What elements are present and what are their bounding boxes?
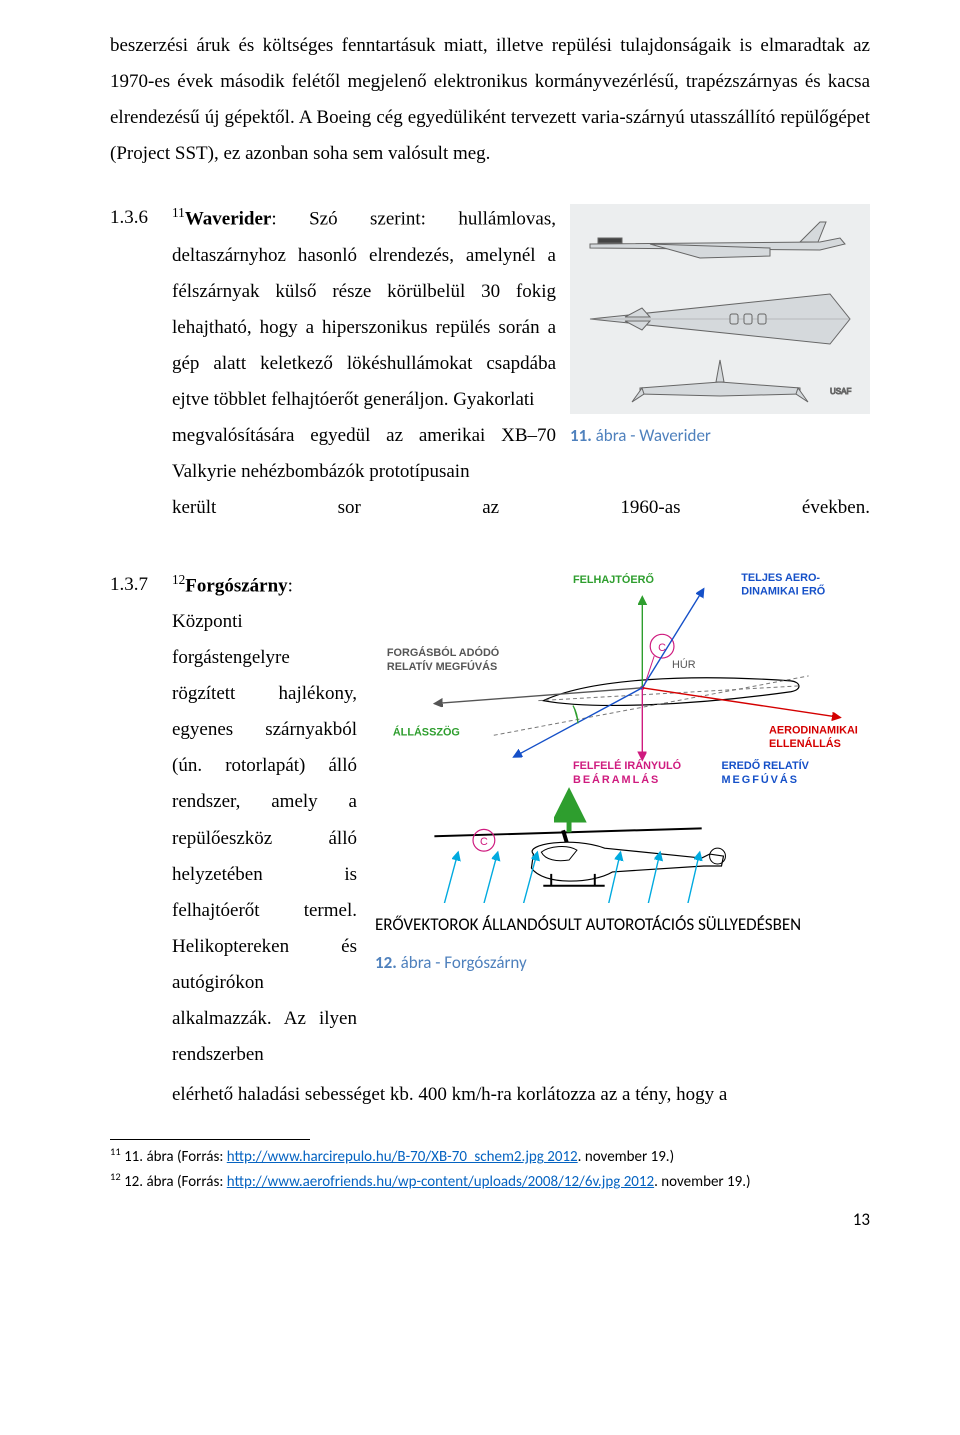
section-1-3-6: 1.3.6 bbox=[110, 200, 870, 526]
fn11-post: . november 19.) bbox=[578, 1148, 674, 1166]
sec136-text: 11Waverider: Szó szerint: hullámlovas, d… bbox=[172, 200, 557, 418]
sec136-under-fig: megvalósítására egyedül az amerikai XB–7… bbox=[172, 418, 557, 490]
sec137-left-column: 12Forgószárny: Központi forgástengelyre … bbox=[172, 567, 357, 1074]
spread-d: 1960-as bbox=[620, 490, 680, 526]
section-number-137: 1.3.7 bbox=[110, 567, 154, 603]
figure-12-caption-text: ábra - Forgószárny bbox=[397, 952, 527, 973]
figure-12-caption: 12. ábra - Forgószárny bbox=[375, 947, 870, 979]
spread-c: az bbox=[482, 490, 499, 526]
waverider-threeview-svg: USAF bbox=[570, 204, 870, 414]
figure-11-caption: 11. ábra - Waverider bbox=[570, 420, 870, 452]
label-eredo1: EREDŐ RELATÍV bbox=[721, 759, 809, 772]
sec136-spread-line: került sor az 1960-as években. bbox=[172, 490, 870, 526]
label-forg1: FORGÁSBÓL ADÓDÓ bbox=[387, 646, 499, 659]
sec137-tail: elérhető haladási sebességet kb. 400 km/… bbox=[172, 1077, 870, 1113]
section-1-3-7: 1.3.7 12Forgószárny: Központi forgásteng… bbox=[110, 567, 870, 1074]
label-hur: HÚR bbox=[672, 658, 696, 671]
fn12-post: . november 19.) bbox=[654, 1173, 750, 1191]
svg-text:USAF: USAF bbox=[830, 387, 851, 396]
label-aero2: ELLENÁLLÁS bbox=[769, 737, 841, 750]
fn12-pre: 12. ábra (Forrás: bbox=[124, 1173, 227, 1191]
term-forgoszarny: Forgószárny bbox=[185, 575, 287, 596]
term-waverider: Waverider bbox=[185, 209, 272, 230]
label-eredo2: MEGFÚVÁS bbox=[721, 772, 798, 785]
page-number: 13 bbox=[110, 1204, 870, 1236]
figure-11-caption-text: ábra - Waverider bbox=[592, 425, 711, 446]
footnote-ref-12: 12 bbox=[172, 572, 185, 587]
fn12-link[interactable]: http://www.aerofriends.hu/wp-content/upl… bbox=[227, 1173, 654, 1191]
footnote-11: 11 11. ábra (Forrás: http://www.harcirep… bbox=[110, 1144, 870, 1169]
figure-12: C FELHAJTÓE bbox=[375, 567, 870, 980]
label-felfele1: FELFELÉ IRÁNYULÓ bbox=[573, 759, 681, 772]
label-felhajtoero: FELHAJTÓERŐ bbox=[573, 572, 654, 585]
label-teljes-2: DINAMIKAI ERŐ bbox=[741, 584, 825, 597]
footnote-rule bbox=[110, 1139, 310, 1140]
figure-11-caption-num: 11. bbox=[570, 425, 592, 446]
page: beszerzési áruk és költséges fenntartásu… bbox=[0, 0, 960, 1276]
forgoszarny-diagram-svg: C FELHAJTÓE bbox=[375, 567, 870, 904]
spread-a: került bbox=[172, 490, 216, 526]
label-aero1: AERODINAMIKAI bbox=[769, 724, 858, 736]
footnote-12: 12 12. ábra (Forrás: http://www.aerofrie… bbox=[110, 1169, 870, 1194]
sec136-main: : Szó szerint: hullámlovas, deltaszárnyh… bbox=[172, 209, 556, 410]
fn11-pre: 11. ábra (Forrás: bbox=[124, 1148, 227, 1166]
figure-12-title: ERŐVEKTOROK ÁLLANDÓSULT AUTOROTÁCIÓS SÜL… bbox=[375, 909, 870, 941]
intro-paragraph: beszerzési áruk és költséges fenntartásu… bbox=[110, 28, 870, 172]
fn11-link[interactable]: http://www.harcirepulo.hu/B-70/XB-70_sch… bbox=[227, 1148, 578, 1166]
figure-11: USAF 11. ábra - Waverider bbox=[570, 204, 870, 452]
label-allasszog: ÁLLÁSSZÖG bbox=[393, 725, 460, 738]
spread-b: sor bbox=[338, 490, 361, 526]
spread-e: években. bbox=[802, 490, 870, 526]
label-forg2: RELATÍV MEGFÚVÁS bbox=[387, 660, 497, 673]
sec137-left-text: : Központi forgástengelyre rögzített haj… bbox=[172, 575, 357, 1065]
label-teljes-1: TELJES AERO- bbox=[741, 571, 820, 583]
label-felfele2: BEÁRAMLÁS bbox=[573, 772, 660, 785]
section-number: 1.3.6 bbox=[110, 200, 154, 236]
footnote-ref-11: 11 bbox=[172, 205, 185, 220]
label-c-bottom: C bbox=[480, 836, 488, 848]
figure-12-caption-num: 12. bbox=[375, 952, 397, 973]
